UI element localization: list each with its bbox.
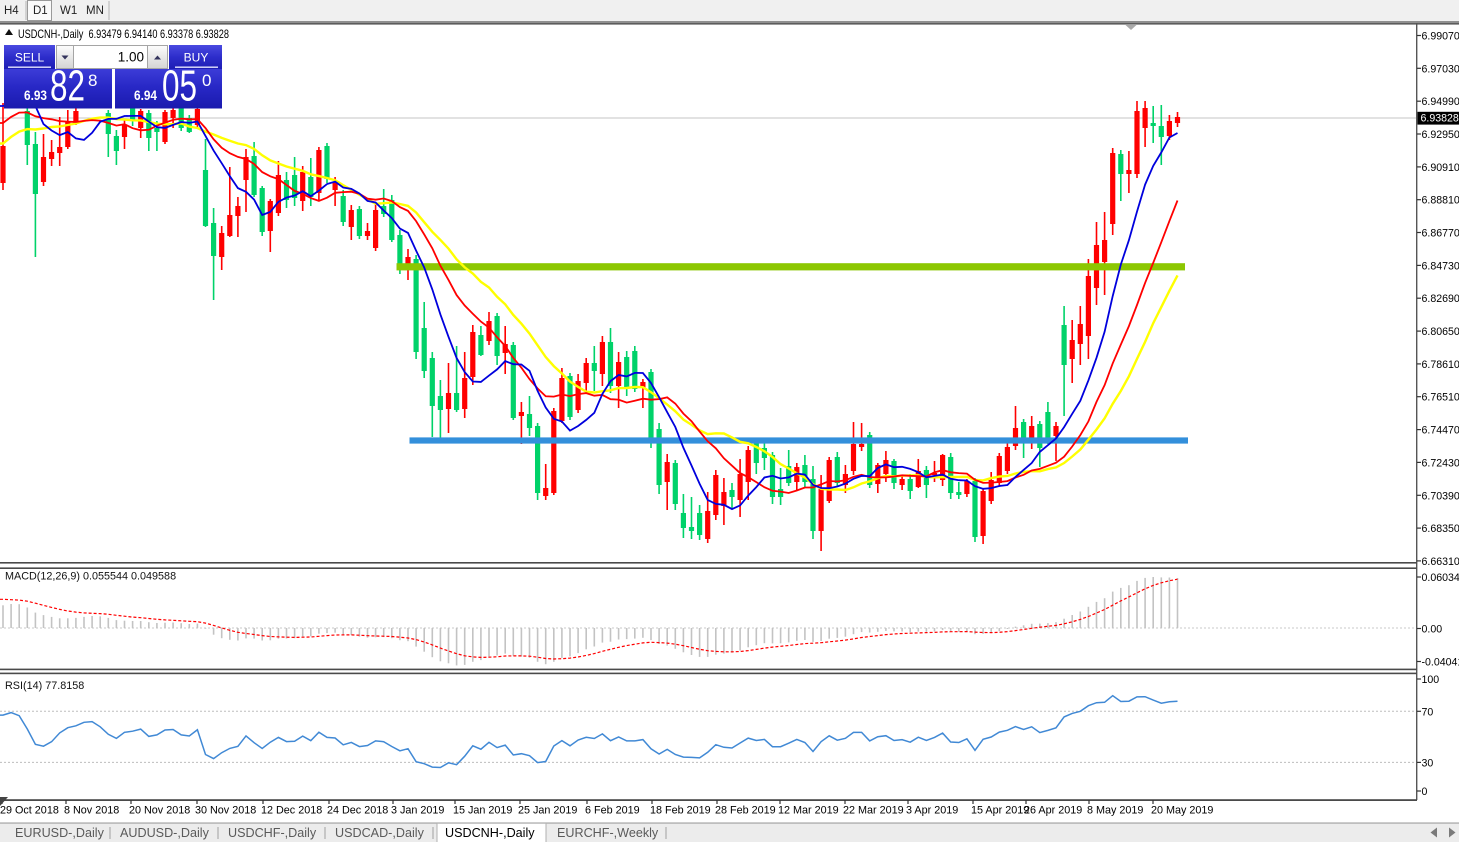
svg-text:6.68350: 6.68350 — [1422, 523, 1459, 535]
svg-text:25 Jan 2019: 25 Jan 2019 — [518, 805, 577, 817]
svg-text:26 Apr 2019: 26 Apr 2019 — [1024, 805, 1082, 817]
svg-text:0: 0 — [1422, 786, 1428, 798]
svg-text:28 Feb 2019: 28 Feb 2019 — [715, 805, 776, 817]
svg-text:6.93: 6.93 — [24, 88, 47, 103]
svg-text:D1: D1 — [33, 5, 48, 17]
svg-text:30 Nov 2018: 30 Nov 2018 — [195, 805, 256, 817]
svg-text:W1: W1 — [60, 5, 77, 17]
svg-text:12 Dec 2018: 12 Dec 2018 — [261, 805, 322, 817]
svg-text:6.78610: 6.78610 — [1422, 359, 1459, 371]
svg-text:8: 8 — [88, 71, 97, 90]
svg-text:15 Apr 2019: 15 Apr 2019 — [971, 805, 1029, 817]
svg-text:RSI(14) 77.8158: RSI(14) 77.8158 — [5, 680, 84, 692]
svg-text:12 Mar 2019: 12 Mar 2019 — [778, 805, 839, 817]
svg-text:29 Oct 2018: 29 Oct 2018 — [0, 805, 59, 817]
svg-text:MACD(12,26,9) 0.055544 0.04958: MACD(12,26,9) 0.055544 0.049588 — [5, 571, 176, 583]
svg-text:0.00: 0.00 — [1422, 624, 1443, 636]
svg-text:24 Dec 2018: 24 Dec 2018 — [327, 805, 388, 817]
svg-text:6.80650: 6.80650 — [1422, 326, 1459, 338]
svg-text:EURUSD-,Daily: EURUSD-,Daily — [15, 826, 105, 840]
svg-text:6.84730: 6.84730 — [1422, 260, 1459, 272]
svg-text:6.92950: 6.92950 — [1422, 129, 1459, 141]
svg-text:6.74470: 6.74470 — [1422, 425, 1459, 437]
svg-text:USDCNH-,Daily: USDCNH-,Daily — [445, 826, 535, 840]
svg-text:82: 82 — [50, 62, 85, 111]
svg-text:6.93828: 6.93828 — [1421, 113, 1459, 125]
svg-text:H4: H4 — [4, 5, 19, 17]
svg-text:6.94: 6.94 — [134, 88, 157, 103]
svg-text:USDCAD-,Daily: USDCAD-,Daily — [335, 826, 425, 840]
svg-text:8 May 2019: 8 May 2019 — [1087, 805, 1143, 817]
svg-text:20 Nov 2018: 20 Nov 2018 — [129, 805, 190, 817]
svg-text:3 Apr 2019: 3 Apr 2019 — [906, 805, 958, 817]
svg-text:SELL: SELL — [15, 51, 45, 65]
svg-text:6.97030: 6.97030 — [1422, 63, 1459, 75]
svg-text:6.90910: 6.90910 — [1422, 162, 1459, 174]
svg-text:6 Feb 2019: 6 Feb 2019 — [585, 805, 640, 817]
svg-text:-0.040415: -0.040415 — [1422, 657, 1459, 669]
svg-text:30: 30 — [1422, 757, 1434, 769]
svg-text:20 May 2019: 20 May 2019 — [1151, 805, 1213, 817]
svg-text:6.76510: 6.76510 — [1422, 392, 1459, 404]
svg-text:6.66310: 6.66310 — [1422, 556, 1459, 568]
svg-text:6.82690: 6.82690 — [1422, 293, 1459, 305]
svg-text:USDCNH-,Daily 6.93479 6.94140: USDCNH-,Daily 6.93479 6.94140 6.93378 6.… — [18, 27, 229, 41]
svg-text:05: 05 — [162, 62, 197, 111]
svg-text:USDCHF-,Daily: USDCHF-,Daily — [228, 826, 317, 840]
svg-text:AUDUSD-,Daily: AUDUSD-,Daily — [120, 826, 210, 840]
svg-text:6.99070: 6.99070 — [1422, 31, 1459, 43]
svg-text:6.94990: 6.94990 — [1422, 96, 1459, 108]
svg-text:6.72430: 6.72430 — [1422, 457, 1459, 469]
svg-text:15 Jan 2019: 15 Jan 2019 — [453, 805, 512, 817]
svg-text:1.00: 1.00 — [118, 50, 144, 65]
svg-text:18 Feb 2019: 18 Feb 2019 — [650, 805, 711, 817]
svg-text:8 Nov 2018: 8 Nov 2018 — [64, 805, 119, 817]
svg-text:22 Mar 2019: 22 Mar 2019 — [843, 805, 904, 817]
svg-text:EURCHF-,Weekly: EURCHF-,Weekly — [557, 826, 659, 840]
svg-text:6.88810: 6.88810 — [1422, 195, 1459, 207]
svg-text:6.86770: 6.86770 — [1422, 228, 1459, 240]
svg-text:70: 70 — [1422, 706, 1434, 718]
svg-text:100: 100 — [1422, 674, 1440, 686]
svg-text:0: 0 — [202, 71, 211, 90]
svg-text:MN: MN — [86, 5, 104, 17]
svg-text:0.060342: 0.060342 — [1422, 572, 1459, 584]
svg-text:3 Jan 2019: 3 Jan 2019 — [391, 805, 444, 817]
svg-text:6.70390: 6.70390 — [1422, 490, 1459, 502]
